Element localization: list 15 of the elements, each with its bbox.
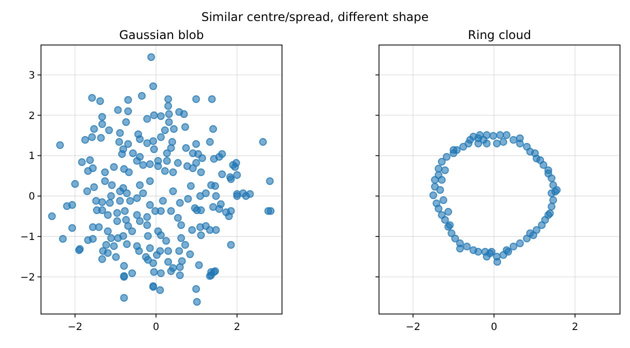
x-tick-label: 0 (490, 322, 498, 333)
y-tick-label: 3 (28, 70, 35, 82)
y-tick-label: 1 (28, 151, 35, 162)
y-tick-label: −2 (20, 272, 35, 284)
chart-title: Gaussian blob (119, 28, 204, 42)
chart-title: Ring cloud (468, 28, 532, 42)
x-tick-label: −2 (68, 322, 82, 333)
x-tick-label: 2 (234, 322, 240, 333)
y-tick-label: −1 (20, 232, 35, 243)
y-tick-label: 2 (28, 110, 35, 122)
x-tick-label: −2 (406, 322, 420, 333)
y-tick-label: 0 (28, 192, 35, 203)
x-tick-label: 2 (572, 322, 578, 333)
x-tick-label: 0 (152, 322, 160, 333)
text: Similar centre/spread, different shape (201, 10, 429, 24)
